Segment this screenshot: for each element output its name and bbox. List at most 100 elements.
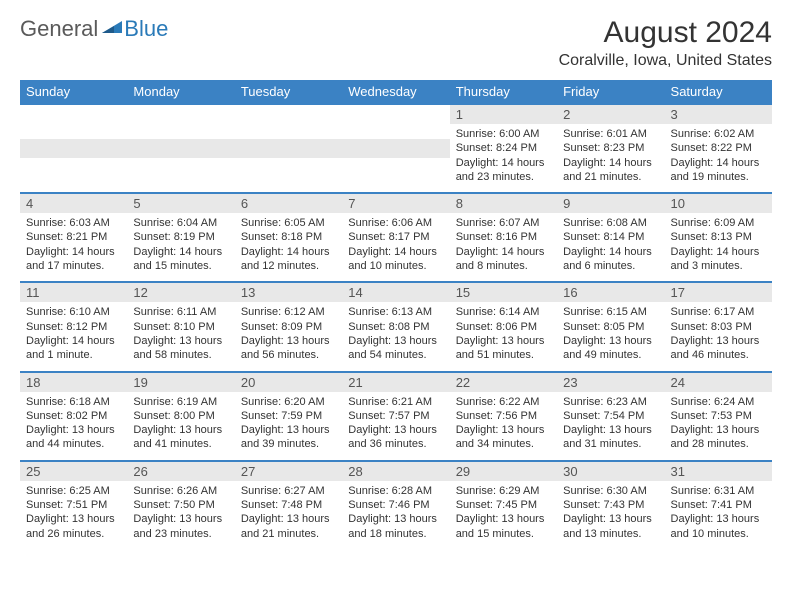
day-sunset: Sunset: 7:54 PM <box>563 409 658 423</box>
day-d2: and 10 minutes. <box>348 259 443 273</box>
day-cell-16: 16Sunrise: 6:15 AMSunset: 8:05 PMDayligh… <box>557 282 664 371</box>
day-number: 31 <box>665 462 772 481</box>
day-d1: Daylight: 13 hours <box>671 512 766 526</box>
day-sunset: Sunset: 7:59 PM <box>241 409 336 423</box>
day-content: Sunrise: 6:26 AMSunset: 7:50 PMDaylight:… <box>127 481 234 549</box>
day-d2: and 15 minutes. <box>133 259 228 273</box>
day-d1: Daylight: 13 hours <box>241 512 336 526</box>
day-d2: and 18 minutes. <box>348 527 443 541</box>
day-content: Sunrise: 6:13 AMSunset: 8:08 PMDaylight:… <box>342 302 449 370</box>
day-content: Sunrise: 6:12 AMSunset: 8:09 PMDaylight:… <box>235 302 342 370</box>
day-content: Sunrise: 6:27 AMSunset: 7:48 PMDaylight:… <box>235 481 342 549</box>
day-number: 23 <box>557 373 664 392</box>
day-content: Sunrise: 6:03 AMSunset: 8:21 PMDaylight:… <box>20 213 127 281</box>
day-sunrise: Sunrise: 6:26 AM <box>133 484 228 498</box>
day-d2: and 49 minutes. <box>563 348 658 362</box>
day-cell-14: 14Sunrise: 6:13 AMSunset: 8:08 PMDayligh… <box>342 282 449 371</box>
day-sunrise: Sunrise: 6:00 AM <box>456 127 551 141</box>
day-number: 12 <box>127 283 234 302</box>
day-sunset: Sunset: 7:41 PM <box>671 498 766 512</box>
day-content: Sunrise: 6:24 AMSunset: 7:53 PMDaylight:… <box>665 392 772 460</box>
day-d1: Daylight: 13 hours <box>563 512 658 526</box>
day-number: 8 <box>450 194 557 213</box>
day-d2: and 10 minutes. <box>671 527 766 541</box>
day-cell-29: 29 Sunrise: 6:29 AMSunset: 7:45 PMDayligh… <box>450 461 557 549</box>
day-number: 5 <box>127 194 234 213</box>
day-d1: Daylight: 13 hours <box>563 423 658 437</box>
day-d2: and 12 minutes. <box>241 259 336 273</box>
day-sunset: Sunset: 8:02 PM <box>26 409 121 423</box>
day-d1: Daylight: 13 hours <box>241 423 336 437</box>
day-cell-31: 31Sunrise: 6:31 AMSunset: 7:41 PMDayligh… <box>665 461 772 549</box>
day-cell-3: 3Sunrise: 6:02 AMSunset: 8:22 PMDaylight… <box>665 104 772 193</box>
day-cell-15: 15Sunrise: 6:14 AMSunset: 8:06 PMDayligh… <box>450 282 557 371</box>
day-content: Sunrise: 6:21 AMSunset: 7:57 PMDaylight:… <box>342 392 449 460</box>
day-sunset: Sunset: 8:22 PM <box>671 141 766 155</box>
day-number: 2 <box>557 105 664 124</box>
day-cell-12: 12Sunrise: 6:11 AMSunset: 8:10 PMDayligh… <box>127 282 234 371</box>
day-number: 3 <box>665 105 772 124</box>
day-sunset: Sunset: 7:45 PM <box>456 498 551 512</box>
day-sunrise: Sunrise: 6:08 AM <box>563 216 658 230</box>
day-sunrise: Sunrise: 6:02 AM <box>671 127 766 141</box>
day-d2: and 26 minutes. <box>26 527 121 541</box>
day-sunset: Sunset: 8:16 PM <box>456 230 551 244</box>
day-content: Sunrise: 6:08 AMSunset: 8:14 PMDaylight:… <box>557 213 664 281</box>
day-sunrise: Sunrise: 6:15 AM <box>563 305 658 319</box>
day-content: Sunrise: 6:23 AMSunset: 7:54 PMDaylight:… <box>557 392 664 460</box>
day-d1: Daylight: 13 hours <box>348 512 443 526</box>
day-content: Sunrise: 6:19 AMSunset: 8:00 PMDaylight:… <box>127 392 234 460</box>
day-d2: and 44 minutes. <box>26 437 121 451</box>
day-number: 29 <box>450 462 557 481</box>
calendar-row: 4Sunrise: 6:03 AMSunset: 8:21 PMDaylight… <box>20 193 772 282</box>
day-sunset: Sunset: 8:03 PM <box>671 320 766 334</box>
day-number: 30 <box>557 462 664 481</box>
day-d1: Daylight: 13 hours <box>348 423 443 437</box>
day-number: 14 <box>342 283 449 302</box>
day-sunset: Sunset: 7:51 PM <box>26 498 121 512</box>
day-cell-10: 10Sunrise: 6:09 AMSunset: 8:13 PMDayligh… <box>665 193 772 282</box>
day-sunrise: Sunrise: 6:13 AM <box>348 305 443 319</box>
day-cell-20: 20 Sunrise: 6:20 AMSunset: 7:59 PMDayligh… <box>235 372 342 461</box>
day-number: 17 <box>665 283 772 302</box>
day-sunset: Sunset: 8:08 PM <box>348 320 443 334</box>
day-sunset: Sunset: 8:24 PM <box>456 141 551 155</box>
day-sunset: Sunset: 8:17 PM <box>348 230 443 244</box>
day-content: Sunrise: 6:17 AMSunset: 8:03 PMDaylight:… <box>665 302 772 370</box>
day-sunset: Sunset: 7:57 PM <box>348 409 443 423</box>
day-d2: and 1 minute. <box>26 348 121 362</box>
calendar-table: SundayMondayTuesdayWednesdayThursdayFrid… <box>20 80 772 549</box>
day-cell-21: 21Sunrise: 6:21 AMSunset: 7:57 PMDayligh… <box>342 372 449 461</box>
empty-cell <box>127 104 234 193</box>
day-d2: and 28 minutes. <box>671 437 766 451</box>
day-sunset: Sunset: 8:18 PM <box>241 230 336 244</box>
day-sunrise: Sunrise: 6:20 AM <box>241 395 336 409</box>
day-content: Sunrise: 6:05 AMSunset: 8:18 PMDaylight:… <box>235 213 342 281</box>
weekday-tuesday: Tuesday <box>235 80 342 104</box>
day-number: 1 <box>450 105 557 124</box>
weekday-sunday: Sunday <box>20 80 127 104</box>
day-d2: and 23 minutes. <box>133 527 228 541</box>
day-d1: Daylight: 13 hours <box>456 512 551 526</box>
day-d2: and 19 minutes. <box>671 170 766 184</box>
day-d1: Daylight: 13 hours <box>133 423 228 437</box>
day-d2: and 56 minutes. <box>241 348 336 362</box>
day-d1: Daylight: 14 hours <box>456 156 551 170</box>
day-sunrise: Sunrise: 6:29 AM <box>456 484 551 498</box>
calendar-row: 1Sunrise: 6:00 AMSunset: 8:24 PMDaylight… <box>20 104 772 193</box>
day-d2: and 3 minutes. <box>671 259 766 273</box>
header: General Blue August 2024 Coralville, Iow… <box>20 16 772 70</box>
day-sunrise: Sunrise: 6:04 AM <box>133 216 228 230</box>
day-sunset: Sunset: 7:43 PM <box>563 498 658 512</box>
day-sunrise: Sunrise: 6:22 AM <box>456 395 551 409</box>
day-d1: Daylight: 14 hours <box>671 245 766 259</box>
day-sunrise: Sunrise: 6:24 AM <box>671 395 766 409</box>
day-sunrise: Sunrise: 6:12 AM <box>241 305 336 319</box>
day-sunrise: Sunrise: 6:05 AM <box>241 216 336 230</box>
calendar-body: 1Sunrise: 6:00 AMSunset: 8:24 PMDaylight… <box>20 104 772 549</box>
day-number: 20 <box>235 373 342 392</box>
day-content: Sunrise: 6:00 AMSunset: 8:24 PMDaylight:… <box>450 124 557 192</box>
day-d2: and 21 minutes. <box>563 170 658 184</box>
day-sunset: Sunset: 8:14 PM <box>563 230 658 244</box>
day-sunrise: Sunrise: 6:27 AM <box>241 484 336 498</box>
